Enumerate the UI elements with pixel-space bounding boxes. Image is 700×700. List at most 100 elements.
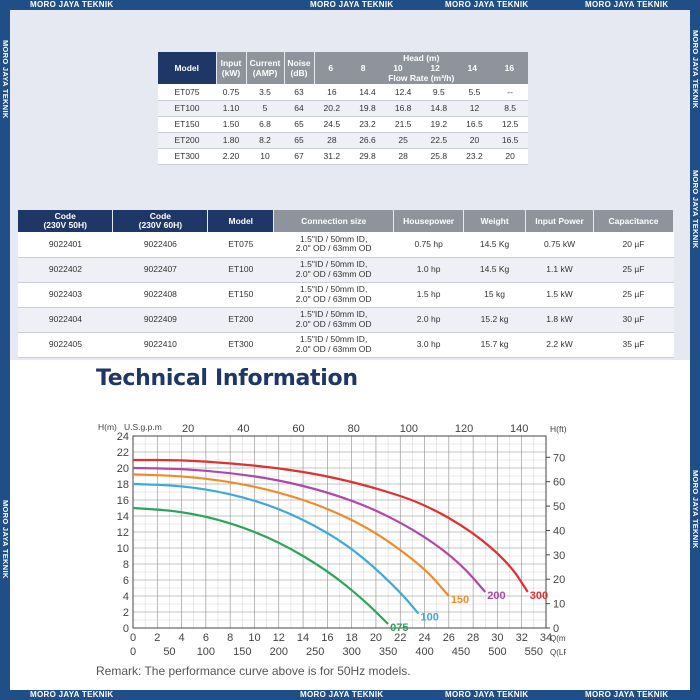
- cell-flow-rate: 19.8: [349, 100, 386, 117]
- tick-label-lpm: 350: [379, 646, 397, 658]
- connection-line-2: 2.0" OD / 63mm OD: [295, 268, 372, 279]
- cell-capacitance: 25 µF: [593, 257, 674, 283]
- cell-housepower: 1.5 hp: [393, 282, 464, 308]
- cell-input-power: 1.5 kW: [525, 282, 594, 308]
- cell-noise: 63: [284, 84, 314, 101]
- cell-connection-size: 1.5"ID / 50mm ID, 2.0" OD / 63mm OD: [273, 282, 394, 308]
- cell-flow-rate: 20: [456, 132, 493, 149]
- watermark-bottom-4: MORO JAYA TEKNIK: [585, 690, 669, 699]
- tick-label-q: 30: [491, 632, 503, 644]
- cell-flow-rate: 28: [385, 148, 421, 165]
- header-input-power: Input Power: [525, 210, 595, 232]
- cell-model: ET075: [158, 84, 216, 101]
- tick-label-q: 8: [227, 632, 233, 644]
- cell-flow-rate: 16.5: [456, 116, 493, 133]
- tick-label-lpm: 250: [306, 646, 324, 658]
- cell-code-50h: 9022404: [18, 307, 113, 333]
- cell-code-50h: 9022401: [18, 232, 113, 258]
- tick-label-lpm: 500: [488, 646, 506, 658]
- cell-weight: 15.7 kg: [463, 332, 526, 358]
- cell-flow-rate: 24.5: [314, 116, 350, 133]
- cell-input: 2.20: [216, 148, 246, 165]
- tick-label-top: 120: [455, 423, 473, 435]
- curve-label-et200: 200: [487, 590, 505, 602]
- cell-input-power: 0.75 kW: [525, 232, 594, 258]
- tick-label-q: 16: [321, 632, 333, 644]
- header-code-60h: Code (230V 60H): [112, 210, 209, 232]
- performance-curve-chart: H(m)U.S.g.p.mH(ft)Q(m³/h)Q(LPM)024681012…: [98, 422, 566, 658]
- cell-flow-rate: 9.5: [420, 84, 457, 101]
- cell-noise: 65: [284, 116, 314, 133]
- tick-label-right: 50: [553, 501, 565, 513]
- tick-label-lpm: 200: [270, 646, 288, 658]
- tick-label-top: 140: [510, 423, 528, 435]
- header-connection-size: Connection size: [273, 210, 395, 232]
- cell-flow-rate: 12: [456, 100, 493, 117]
- cell-flow-rate: 16: [314, 84, 350, 101]
- tick-label-right: 20: [553, 574, 565, 586]
- connection-line-1: 1.5"ID / 50mm ID,: [300, 233, 368, 244]
- cell-input-power: 1.1 kW: [525, 257, 594, 283]
- header-noise: Noise (dB): [283, 52, 314, 84]
- cell-flow-rate: 20.2: [314, 100, 350, 117]
- watermark-top-1: MORO JAYA TEKNIK: [30, 0, 114, 9]
- cell-model: ET150: [158, 116, 216, 133]
- section-title: Technical Information: [96, 366, 358, 391]
- cell-flow-rate: 14.8: [420, 100, 457, 117]
- curve-et200: [132, 466, 487, 593]
- performance-table: Model Input (kW) Current (AMP) Noise (dB) H…: [158, 52, 528, 165]
- header-capacitance: Capacitance: [593, 210, 674, 232]
- cell-housepower: 2.0 hp: [393, 307, 464, 333]
- header-housepower: Housepower: [393, 210, 465, 232]
- cell-model: ET075: [207, 232, 274, 258]
- tick-label-left: 10: [117, 543, 129, 555]
- curve-et075: [132, 506, 389, 625]
- connection-line-1: 1.5"ID / 50mm ID,: [300, 284, 368, 294]
- tick-label-left: 22: [117, 447, 129, 459]
- curve-label-et100: 100: [420, 612, 438, 624]
- watermark-right-1: MORO JAYA TEKNIK: [691, 30, 700, 109]
- cell-current: 8.2: [246, 132, 284, 149]
- connection-line-1: 1.5"ID / 50mm ID,: [300, 309, 368, 319]
- cell-flow-rate: 23.2: [349, 116, 386, 133]
- tick-label-lpm: 550: [525, 646, 543, 658]
- watermark-bottom-2: MORO JAYA TEKNIK: [300, 690, 384, 699]
- tick-label-right: 40: [553, 525, 565, 537]
- tick-label-lpm: 0: [130, 646, 136, 658]
- cell-flow-rate: 16.8: [385, 100, 421, 117]
- head-value: 14: [467, 63, 477, 73]
- table-row: ET150 1.50 6.8 65 24.5 23.2 21.5 19.2 16.5 12.5: [158, 116, 528, 133]
- header-weight: Weight: [463, 210, 527, 232]
- cell-model: ET150: [207, 282, 274, 308]
- tick-label-q: 22: [394, 632, 406, 644]
- cell-code-60h: 9022409: [112, 307, 208, 333]
- axis-label-top: U.S.g.p.m: [124, 422, 162, 432]
- header-head-values: 6 8 10 12 14 16: [315, 63, 529, 73]
- tick-label-top: 40: [237, 423, 249, 435]
- header-current: Current (AMP): [245, 52, 284, 84]
- cell-flow-rate: 14.4: [349, 84, 386, 101]
- cell-capacitance: 30 µF: [593, 307, 674, 333]
- tick-label-q: 34: [540, 632, 552, 644]
- cell-flow-rate: 28: [314, 132, 350, 149]
- tick-label-q: 24: [418, 632, 430, 644]
- header-input: Input (kW): [215, 52, 246, 84]
- cell-flow-rate: 16.5: [492, 132, 528, 149]
- tick-label-right: 60: [553, 477, 565, 489]
- tick-label-q: 20: [370, 632, 382, 644]
- cell-code-50h: 9022405: [18, 332, 113, 358]
- connection-line-2: 2.0" OD / 63mm OD: [295, 343, 372, 354]
- table-row: ET300 2.20 10 67 31.2 29.8 28 25.8 23.2 20: [158, 148, 528, 165]
- header-flow-rate: Flow Rate (m³/h): [388, 73, 455, 83]
- header-head-title: Head (m): [403, 53, 440, 63]
- watermark-top-4: MORO JAYA TEKNIK: [585, 0, 669, 9]
- cell-housepower: 3.0 hp: [393, 332, 464, 358]
- cell-flow-rate: 25.8: [420, 148, 457, 165]
- watermark-bottom-1: MORO JAYA TEKNIK: [30, 690, 114, 699]
- cell-input-power: 2.2 kW: [525, 332, 594, 358]
- tick-label-left: 16: [117, 495, 129, 507]
- tick-label-left: 18: [117, 479, 129, 491]
- cell-current: 10: [246, 148, 284, 165]
- cell-model: ET300: [207, 332, 274, 358]
- tick-label-q: 4: [179, 632, 185, 644]
